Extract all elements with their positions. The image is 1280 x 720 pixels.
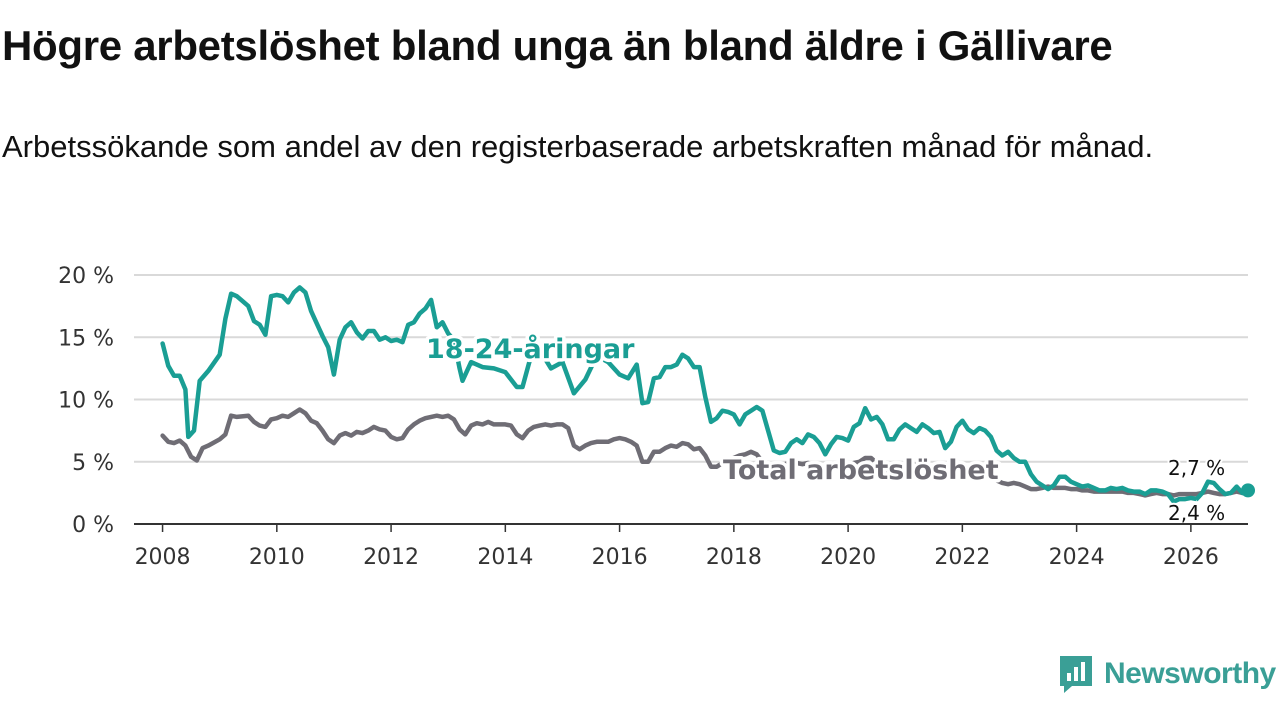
x-tick-label: 2020 bbox=[820, 545, 876, 570]
series-lines bbox=[160, 285, 1255, 504]
chart-subtitle: Arbetssökande som andel av den registerb… bbox=[2, 129, 1154, 164]
y-axis-ticks: 0 % 5 % 10 % 15 % 20 % bbox=[58, 264, 114, 538]
x-tick-label: 2018 bbox=[706, 545, 762, 570]
y-tick-label: 20 % bbox=[58, 264, 114, 289]
x-tick-label: 2024 bbox=[1049, 545, 1105, 570]
chart-title: Högre arbetslöshet bland unga än bland ä… bbox=[2, 22, 1113, 69]
y-tick-label: 0 % bbox=[72, 513, 114, 538]
x-tick-label: 2012 bbox=[363, 545, 419, 570]
series-line-total bbox=[160, 407, 1251, 498]
series-labels: 18-24-åringar Total arbetslöshet 2,7 % 2… bbox=[423, 330, 1228, 528]
y-tick-label: 10 % bbox=[58, 389, 114, 414]
series-label-youth: 18-24-åringar bbox=[426, 333, 635, 365]
y-tick-label: 15 % bbox=[58, 326, 114, 351]
x-tick-label: 2022 bbox=[934, 545, 990, 570]
end-value-label-youth: 2,7 % bbox=[1168, 456, 1225, 480]
newsworthy-logo-icon bbox=[1060, 656, 1092, 693]
end-point-youth bbox=[1241, 483, 1255, 498]
x-tick-label: 2016 bbox=[592, 545, 648, 570]
brand-logo: Newsworthy bbox=[1058, 654, 1276, 694]
end-value-label-total: 2,4 % bbox=[1168, 501, 1225, 525]
gridlines bbox=[134, 274, 1248, 463]
series-line-youth bbox=[160, 285, 1251, 504]
x-axis-ticks: 2008 2010 2012 2014 2016 2018 2020 2022 2024 2026 bbox=[135, 524, 1219, 570]
x-tick-label: 2014 bbox=[477, 545, 533, 570]
x-tick-label: 2008 bbox=[135, 545, 191, 570]
series-label-total: Total arbetslöshet bbox=[723, 455, 999, 486]
brand-name: Newsworthy bbox=[1104, 657, 1276, 690]
x-tick-label: 2026 bbox=[1163, 545, 1219, 570]
x-tick-label: 2010 bbox=[249, 545, 305, 570]
y-tick-label: 5 % bbox=[72, 451, 114, 476]
